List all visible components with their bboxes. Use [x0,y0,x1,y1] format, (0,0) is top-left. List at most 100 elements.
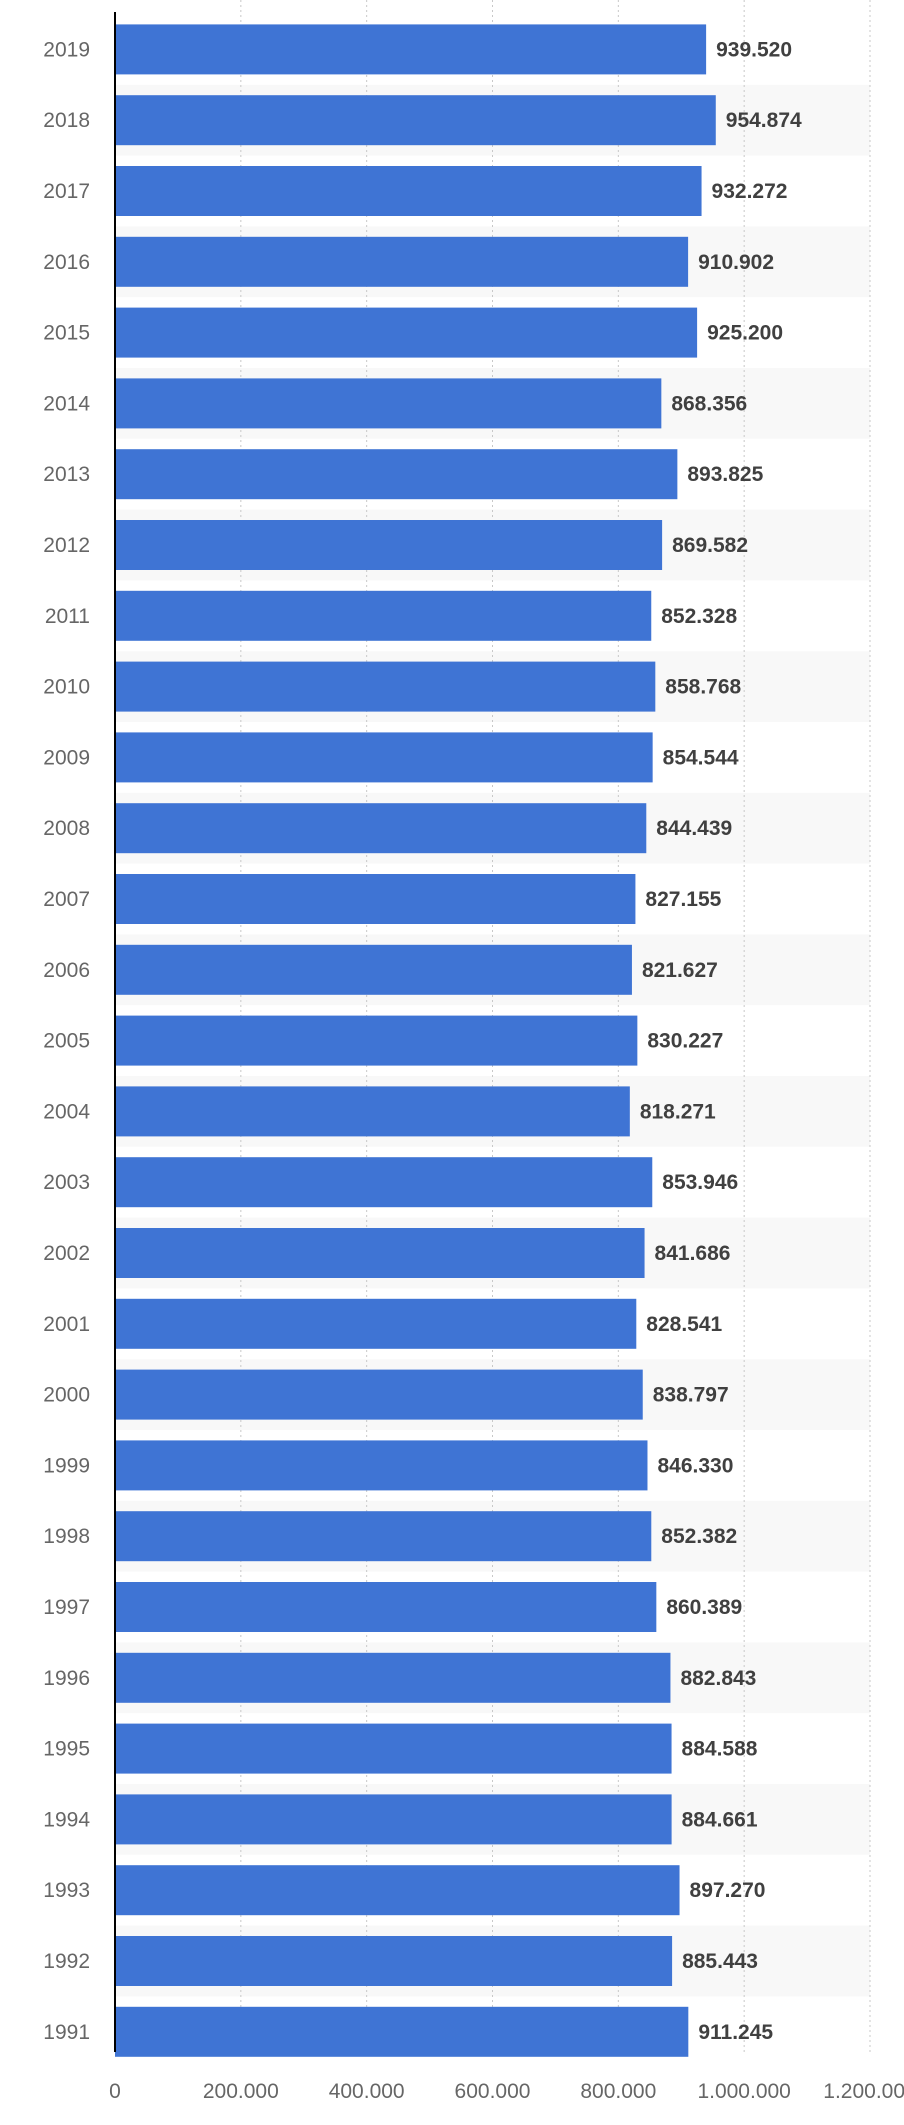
bar-2014[interactable] [115,378,662,429]
value-label: 897.270 [690,1879,766,1902]
bar-1991[interactable] [115,2006,689,2057]
bar-2008[interactable] [115,803,647,854]
category-label: 2019 [43,38,90,61]
value-label: 852.328 [661,605,737,628]
category-label: 2017 [43,180,90,203]
category-label: 2002 [43,1242,90,1265]
category-label: 2011 [45,605,90,628]
x-axis-ticks: 0 200.000 400.000 600.000 800.000 1.000.000 1.… [109,2080,904,2103]
category-label: 1991 [43,2021,90,2044]
bar-1999[interactable] [115,1440,648,1491]
category-label: 1996 [43,1667,90,1690]
x-tick-label: 0 [109,2080,121,2103]
bar-2007[interactable] [115,874,636,924]
value-label: 818.271 [640,1100,716,1123]
bar-2009[interactable] [115,732,653,783]
value-label: 954.874 [726,109,802,132]
bar-1998[interactable] [115,1511,652,1562]
category-label: 2013 [43,463,90,486]
value-labels: 939.520 954.874 932.272 910.902 925.200 868.3… [640,38,802,2043]
value-label: 852.382 [661,1525,737,1548]
value-label: 939.520 [716,38,792,61]
value-label: 853.946 [662,1171,738,1194]
category-label: 1998 [43,1525,90,1548]
category-label: 2003 [43,1171,90,1194]
value-label: 932.272 [712,180,788,203]
value-label: 846.330 [657,1454,733,1477]
category-label: 2006 [43,959,90,982]
bar-2004[interactable] [115,1086,630,1137]
category-label: 2009 [43,746,90,769]
value-label: 910.902 [698,251,774,274]
category-label: 1997 [43,1596,90,1619]
bar-2011[interactable] [115,590,652,641]
bar-2016[interactable] [115,236,689,287]
bar-2001[interactable] [115,1298,637,1349]
category-label: 2007 [43,888,90,911]
value-label: 838.797 [653,1384,729,1407]
bar-2006[interactable] [115,944,632,995]
value-label: 858.768 [665,676,741,699]
bar-1994[interactable] [115,1794,672,1845]
bar-1996[interactable] [115,1652,671,1703]
x-tick-label: 200.000 [203,2080,279,2103]
bar-2000[interactable] [115,1369,643,1420]
category-label: 2008 [43,817,90,840]
category-label: 1993 [43,1879,90,1902]
category-label: 2005 [43,1030,90,1053]
x-tick-label: 800.000 [580,2080,656,2103]
bar-2003[interactable] [115,1157,653,1208]
bar-2010[interactable] [115,661,656,712]
category-label: 1995 [43,1738,90,1761]
category-label: 2016 [43,251,90,274]
value-label: 860.389 [666,1596,742,1619]
bar-2013[interactable] [115,449,678,500]
bar-1997[interactable] [115,1582,657,1632]
value-label: 828.541 [646,1313,722,1336]
value-label: 821.627 [642,959,718,982]
value-label: 885.443 [682,1950,758,1973]
bar-2015[interactable] [115,307,698,358]
value-label: 854.544 [663,746,739,769]
bar-2017[interactable] [115,166,702,216]
category-label: 2015 [43,322,90,345]
category-label: 1999 [43,1454,90,1477]
value-label: 925.200 [707,322,783,345]
category-label: 2018 [43,109,90,132]
bar-2002[interactable] [115,1228,645,1278]
category-label: 2001 [43,1313,90,1336]
value-label: 882.843 [680,1667,756,1690]
value-label: 869.582 [672,534,748,557]
bar-2005[interactable] [115,1015,638,1066]
category-label: 2000 [43,1384,90,1407]
x-tick-label: 400.000 [329,2080,405,2103]
bar-2018[interactable] [115,95,716,146]
value-label: 827.155 [645,888,721,911]
x-tick-label: 600.000 [455,2080,531,2103]
value-label: 893.825 [687,463,763,486]
value-label: 884.588 [682,1738,758,1761]
bars [115,24,716,2057]
category-label: 2004 [43,1100,90,1123]
value-label: 830.227 [647,1030,723,1053]
value-label: 841.686 [655,1242,731,1265]
bar-1993[interactable] [115,1865,680,1916]
category-label: 1994 [43,1808,90,1831]
bar-1992[interactable] [115,1936,673,1986]
x-tick-label: 1.000.000 [697,2080,790,2103]
value-label: 868.356 [671,392,747,415]
bar-2012[interactable] [115,520,663,570]
bar-2019[interactable] [115,24,707,75]
bar-1995[interactable] [115,1723,672,1774]
value-label: 844.439 [656,817,732,840]
category-label: 2012 [43,534,90,557]
category-label: 2014 [43,392,90,415]
value-label: 911.245 [698,2021,773,2044]
category-label: 2010 [43,676,90,699]
category-label: 1992 [43,1950,90,1973]
value-label: 884.661 [682,1808,758,1831]
x-tick-label: 1.200.000 [823,2080,904,2103]
category-labels: 2019 2018 2017 2016 2015 2014 2013 2012 2011 2010… [43,38,90,2043]
